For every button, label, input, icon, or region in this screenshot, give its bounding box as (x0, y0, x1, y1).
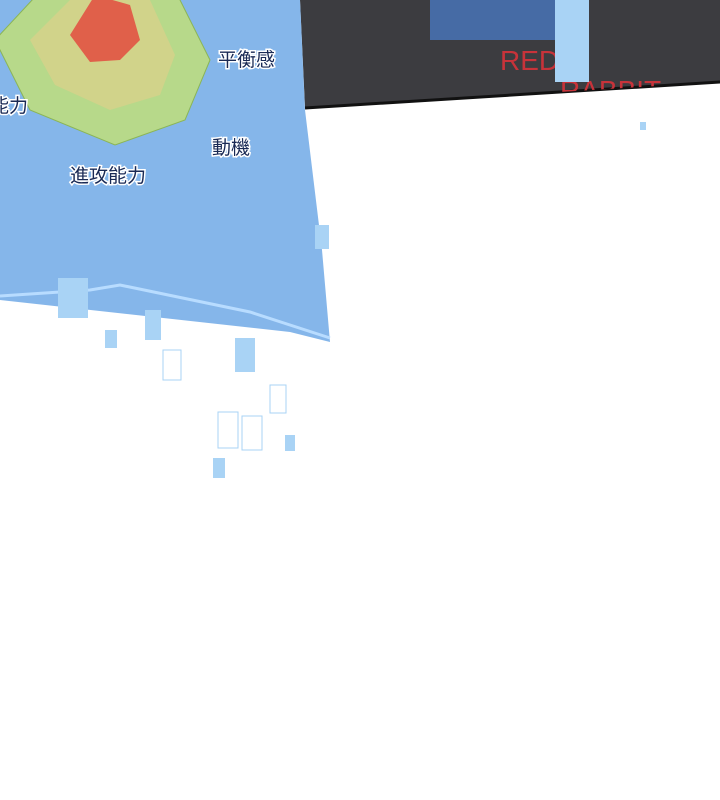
sign-text: RED (500, 45, 559, 76)
axis-label: 能力 (0, 95, 28, 117)
axis-label: 動機 (212, 137, 250, 159)
dark-panel (300, 0, 720, 108)
pixel-outline (162, 349, 182, 381)
pixel (235, 338, 255, 372)
axis-label: 平衡感 (218, 49, 275, 71)
outline-group (162, 349, 287, 451)
pixel (105, 330, 117, 348)
pixel-outline (217, 411, 239, 449)
pixel (315, 225, 329, 249)
pixel (145, 310, 161, 340)
axis-label: 進攻能力 (70, 165, 146, 187)
pixel (213, 458, 225, 478)
pixel-outline (269, 384, 287, 414)
panel-edge (304, 80, 720, 110)
pixel (555, 0, 589, 82)
pixel-outline (241, 415, 263, 451)
pixel (58, 278, 88, 318)
pixel-group (58, 122, 646, 478)
radar-core (70, 0, 140, 62)
pixel (285, 435, 295, 451)
pixel (640, 122, 646, 130)
sign-glow (430, 0, 560, 40)
